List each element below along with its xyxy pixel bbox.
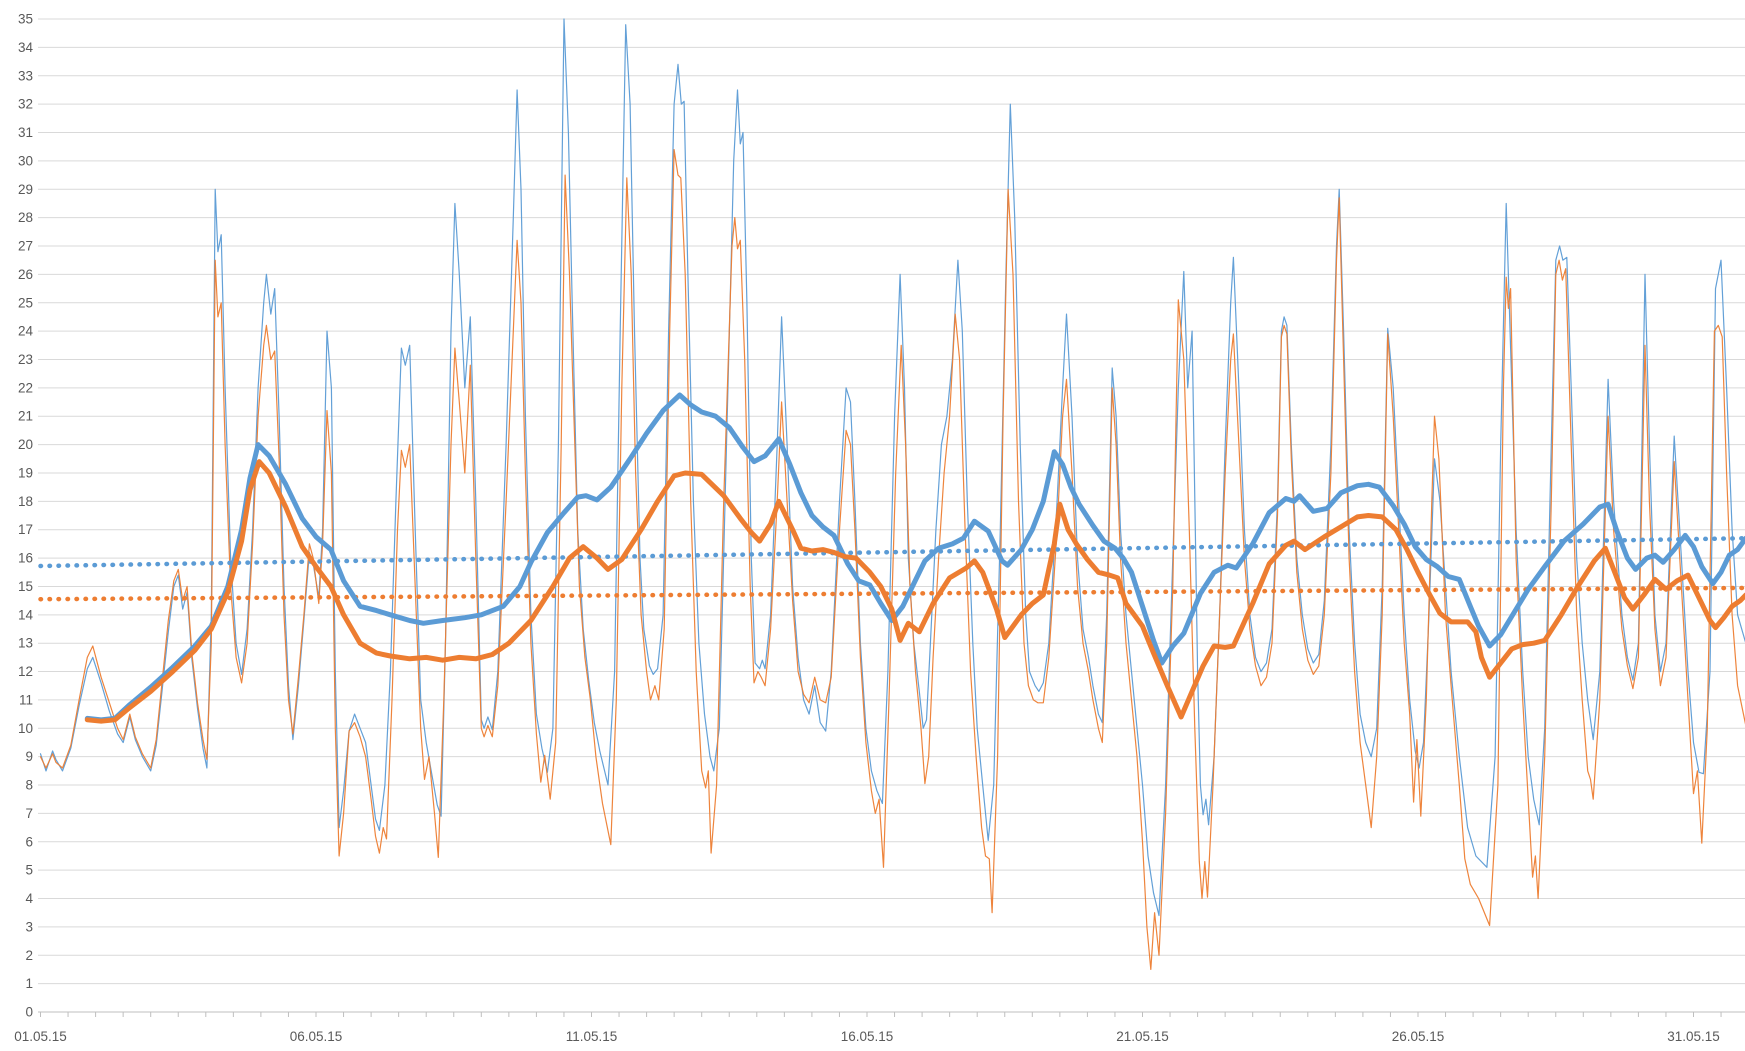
series-temp-orange-moving-average: [84, 459, 1745, 724]
y-axis-tick-label: 20: [18, 437, 33, 452]
y-axis-tick-label: 27: [18, 239, 33, 254]
y-axis-tick-label: 3: [25, 919, 33, 934]
y-axis-tick-label: 11: [19, 692, 33, 707]
y-axis-tick-label: 13: [18, 636, 33, 651]
y-axis-tick-label: 33: [18, 68, 33, 83]
y-axis-tick-label: 10: [18, 721, 33, 736]
x-axis-tick-label: 26.05.15: [1392, 1029, 1445, 1044]
y-axis-tick-label: 28: [18, 210, 33, 225]
y-axis-tick-label: 2: [25, 948, 33, 963]
y-axis-tick-label: 24: [18, 324, 34, 339]
y-axis-tick-label: 23: [18, 352, 33, 367]
series-temp-orange-raw: [39, 149, 1745, 971]
y-axis-tick-label: 22: [18, 380, 33, 395]
series-temp-blue-moving-average: [84, 392, 1745, 723]
y-axis-tick-label: 4: [25, 891, 33, 906]
y-axis-tick-label: 26: [18, 267, 33, 282]
y-axis-tick-label: 18: [18, 494, 33, 509]
y-axis-tick-label: 1: [25, 976, 33, 991]
y-axis-tick-label: 14: [18, 607, 34, 622]
y-axis-tick-label: 17: [18, 522, 33, 537]
x-axis-tick-label: 16.05.15: [841, 1029, 894, 1044]
y-axis-tick-label: 31: [18, 125, 33, 140]
y-axis-tick-label: 6: [25, 834, 33, 849]
y-axis-tick-label: 0: [25, 1005, 33, 1020]
y-axis-tick-label: 8: [25, 778, 33, 793]
y-axis-tick-label: 19: [18, 465, 33, 480]
y-axis-tick-label: 32: [18, 97, 33, 112]
x-axis-tick-label: 06.05.15: [290, 1029, 343, 1044]
y-axis-tick-label: 30: [18, 153, 33, 168]
x-axis-tick-label: 31.05.15: [1667, 1029, 1720, 1044]
x-axis-labels: 01.05.15 06.05.15 11.05.15 16.05.15 21.05.15…: [14, 1029, 1720, 1044]
y-axis-tick-label: 25: [18, 295, 33, 310]
x-axis-tick-label: 01.05.15: [14, 1029, 67, 1044]
y-axis-tick-label: 9: [25, 749, 33, 764]
series-trend-blue-dotted: [38, 536, 1745, 569]
y-axis-tick-label: 16: [18, 551, 33, 566]
x-axis: [38, 1011, 1745, 1017]
y-axis-tick-label: 35: [18, 12, 33, 27]
series-temp-blue-raw: [39, 18, 1745, 917]
y-axis-tick-label: 5: [25, 863, 33, 878]
y-axis-tick-label: 12: [18, 664, 33, 679]
y-axis-tick-label: 34: [18, 40, 34, 55]
y-axis-tick-label: 21: [18, 409, 33, 424]
y-axis-tick-label: 29: [18, 182, 33, 197]
y-axis-tick-label: 15: [18, 579, 33, 594]
y-axis-tick-label: 7: [25, 806, 33, 821]
y-axis-labels: 0123456789101112131415161718192021222324…: [18, 12, 34, 1020]
x-axis-tick-label: 21.05.15: [1116, 1029, 1169, 1044]
x-axis-tick-label: 11.05.15: [566, 1029, 618, 1044]
